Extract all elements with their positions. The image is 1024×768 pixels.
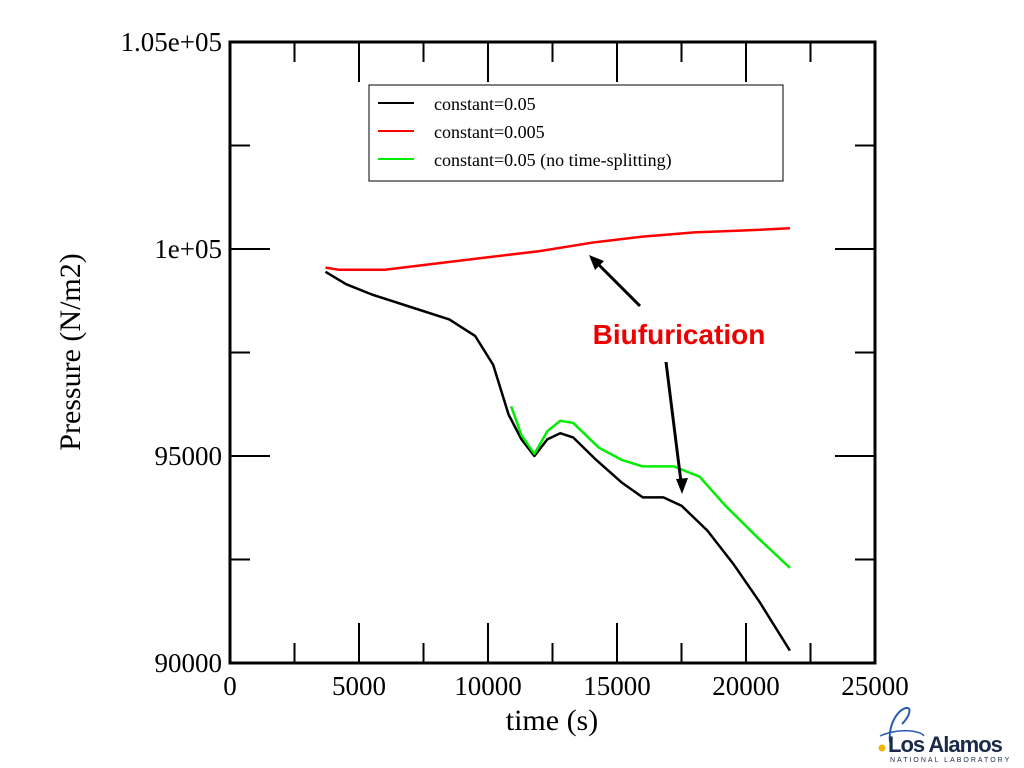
legend-label-0: constant=0.05 — [434, 94, 536, 114]
x-tick-label: 5000 — [332, 671, 386, 701]
tick-labels: 0 5000 10000 15000 20000 25000 90000 95000 1e+05… — [121, 27, 909, 701]
y-axis-label: Pressure (N/m2) — [54, 253, 87, 450]
y-tick-label: 90000 — [155, 648, 223, 678]
annotation-biufurication: Biufurication — [593, 319, 766, 350]
y-tick-label: 1.05e+05 — [121, 27, 222, 57]
logo-name: Los Alamos — [888, 732, 1003, 757]
x-tick-label: 20000 — [712, 671, 780, 701]
los-alamos-logo: Los Alamos NATIONAL LABORATORY — [868, 702, 1018, 764]
x-tick-label: 0 — [223, 671, 237, 701]
logo-subtitle: NATIONAL LABORATORY — [890, 757, 1012, 764]
series-line-1 — [325, 227, 790, 271]
annotation-arrowhead-lower — [676, 478, 688, 494]
legend-box — [368, 84, 784, 182]
x-tick-label: 15000 — [583, 671, 651, 701]
atom-swoosh-icon — [878, 706, 925, 752]
x-tick-label: 10000 — [454, 671, 522, 701]
x-tick-label: 25000 — [841, 671, 909, 701]
annotation-arrow-upper — [594, 260, 642, 308]
legend: constant=0.05 constant=0.005 constant=0.… — [368, 84, 784, 182]
series-line-0 — [324, 270, 791, 652]
series-lines — [324, 227, 791, 652]
legend-label-2: constant=0.05 (no time-splitting) — [434, 150, 672, 171]
y-tick-label: 1e+05 — [154, 234, 222, 264]
series-line-2 — [510, 405, 791, 569]
x-axis-label: time (s) — [506, 704, 598, 737]
legend-label-1: constant=0.005 — [434, 122, 545, 142]
annotation-arrow-lower — [664, 361, 683, 483]
plot-frame — [228, 40, 877, 665]
y-tick-label: 95000 — [155, 441, 223, 471]
annotation-arrowhead-upper — [589, 255, 604, 270]
